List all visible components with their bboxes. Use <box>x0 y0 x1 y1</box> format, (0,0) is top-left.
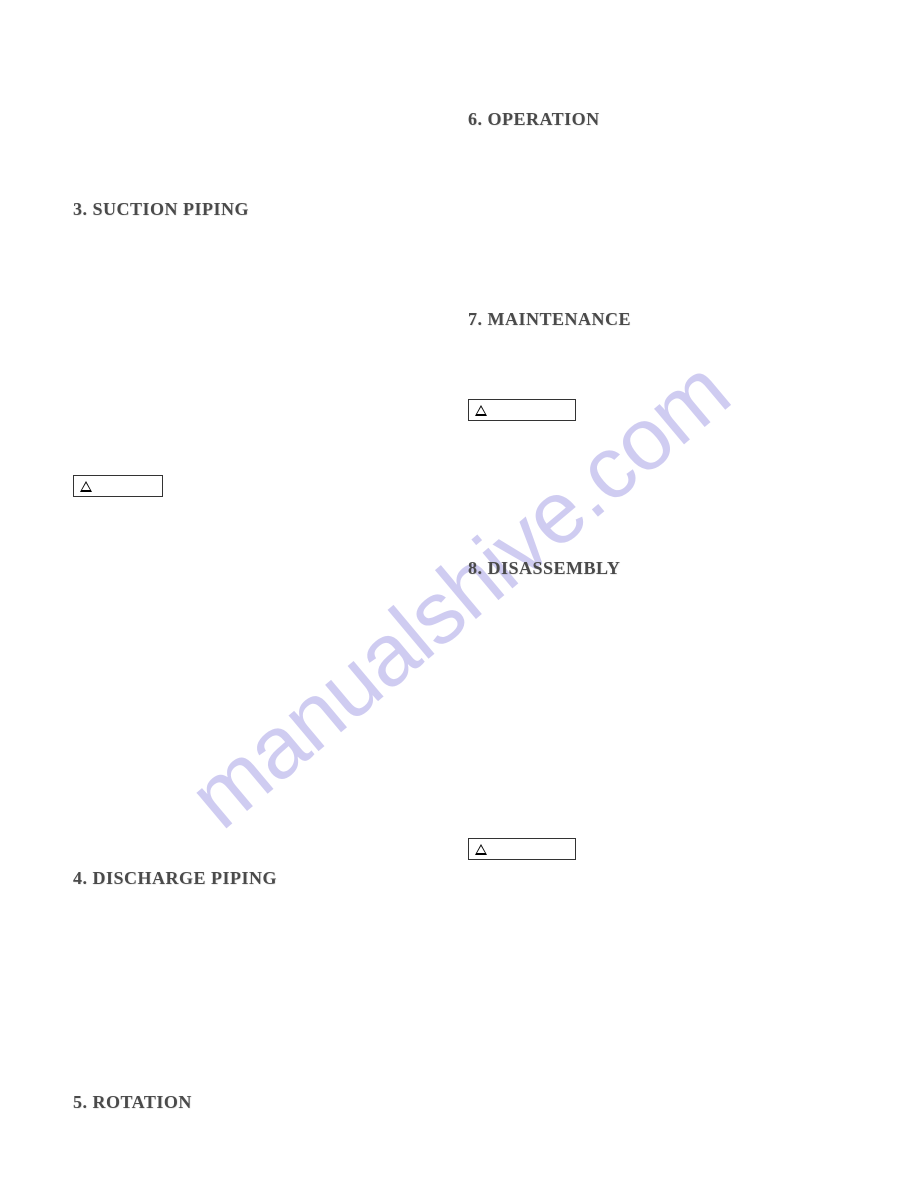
heading-disassembly: 8. DISASSEMBLY <box>468 558 620 579</box>
warning-box-2 <box>468 399 576 421</box>
warning-triangle-icon <box>475 844 487 855</box>
warning-box-3 <box>468 838 576 860</box>
warning-triangle-icon <box>80 481 92 492</box>
heading-operation: 6. OPERATION <box>468 109 600 130</box>
heading-discharge-piping: 4. DISCHARGE PIPING <box>73 868 277 889</box>
heading-suction-piping: 3. SUCTION PIPING <box>73 199 249 220</box>
warning-box-1 <box>73 475 163 497</box>
heading-maintenance: 7. MAINTENANCE <box>468 309 631 330</box>
heading-rotation: 5. ROTATION <box>73 1092 192 1113</box>
warning-triangle-icon <box>475 405 487 416</box>
watermark-text: manualshive.com <box>170 340 749 849</box>
